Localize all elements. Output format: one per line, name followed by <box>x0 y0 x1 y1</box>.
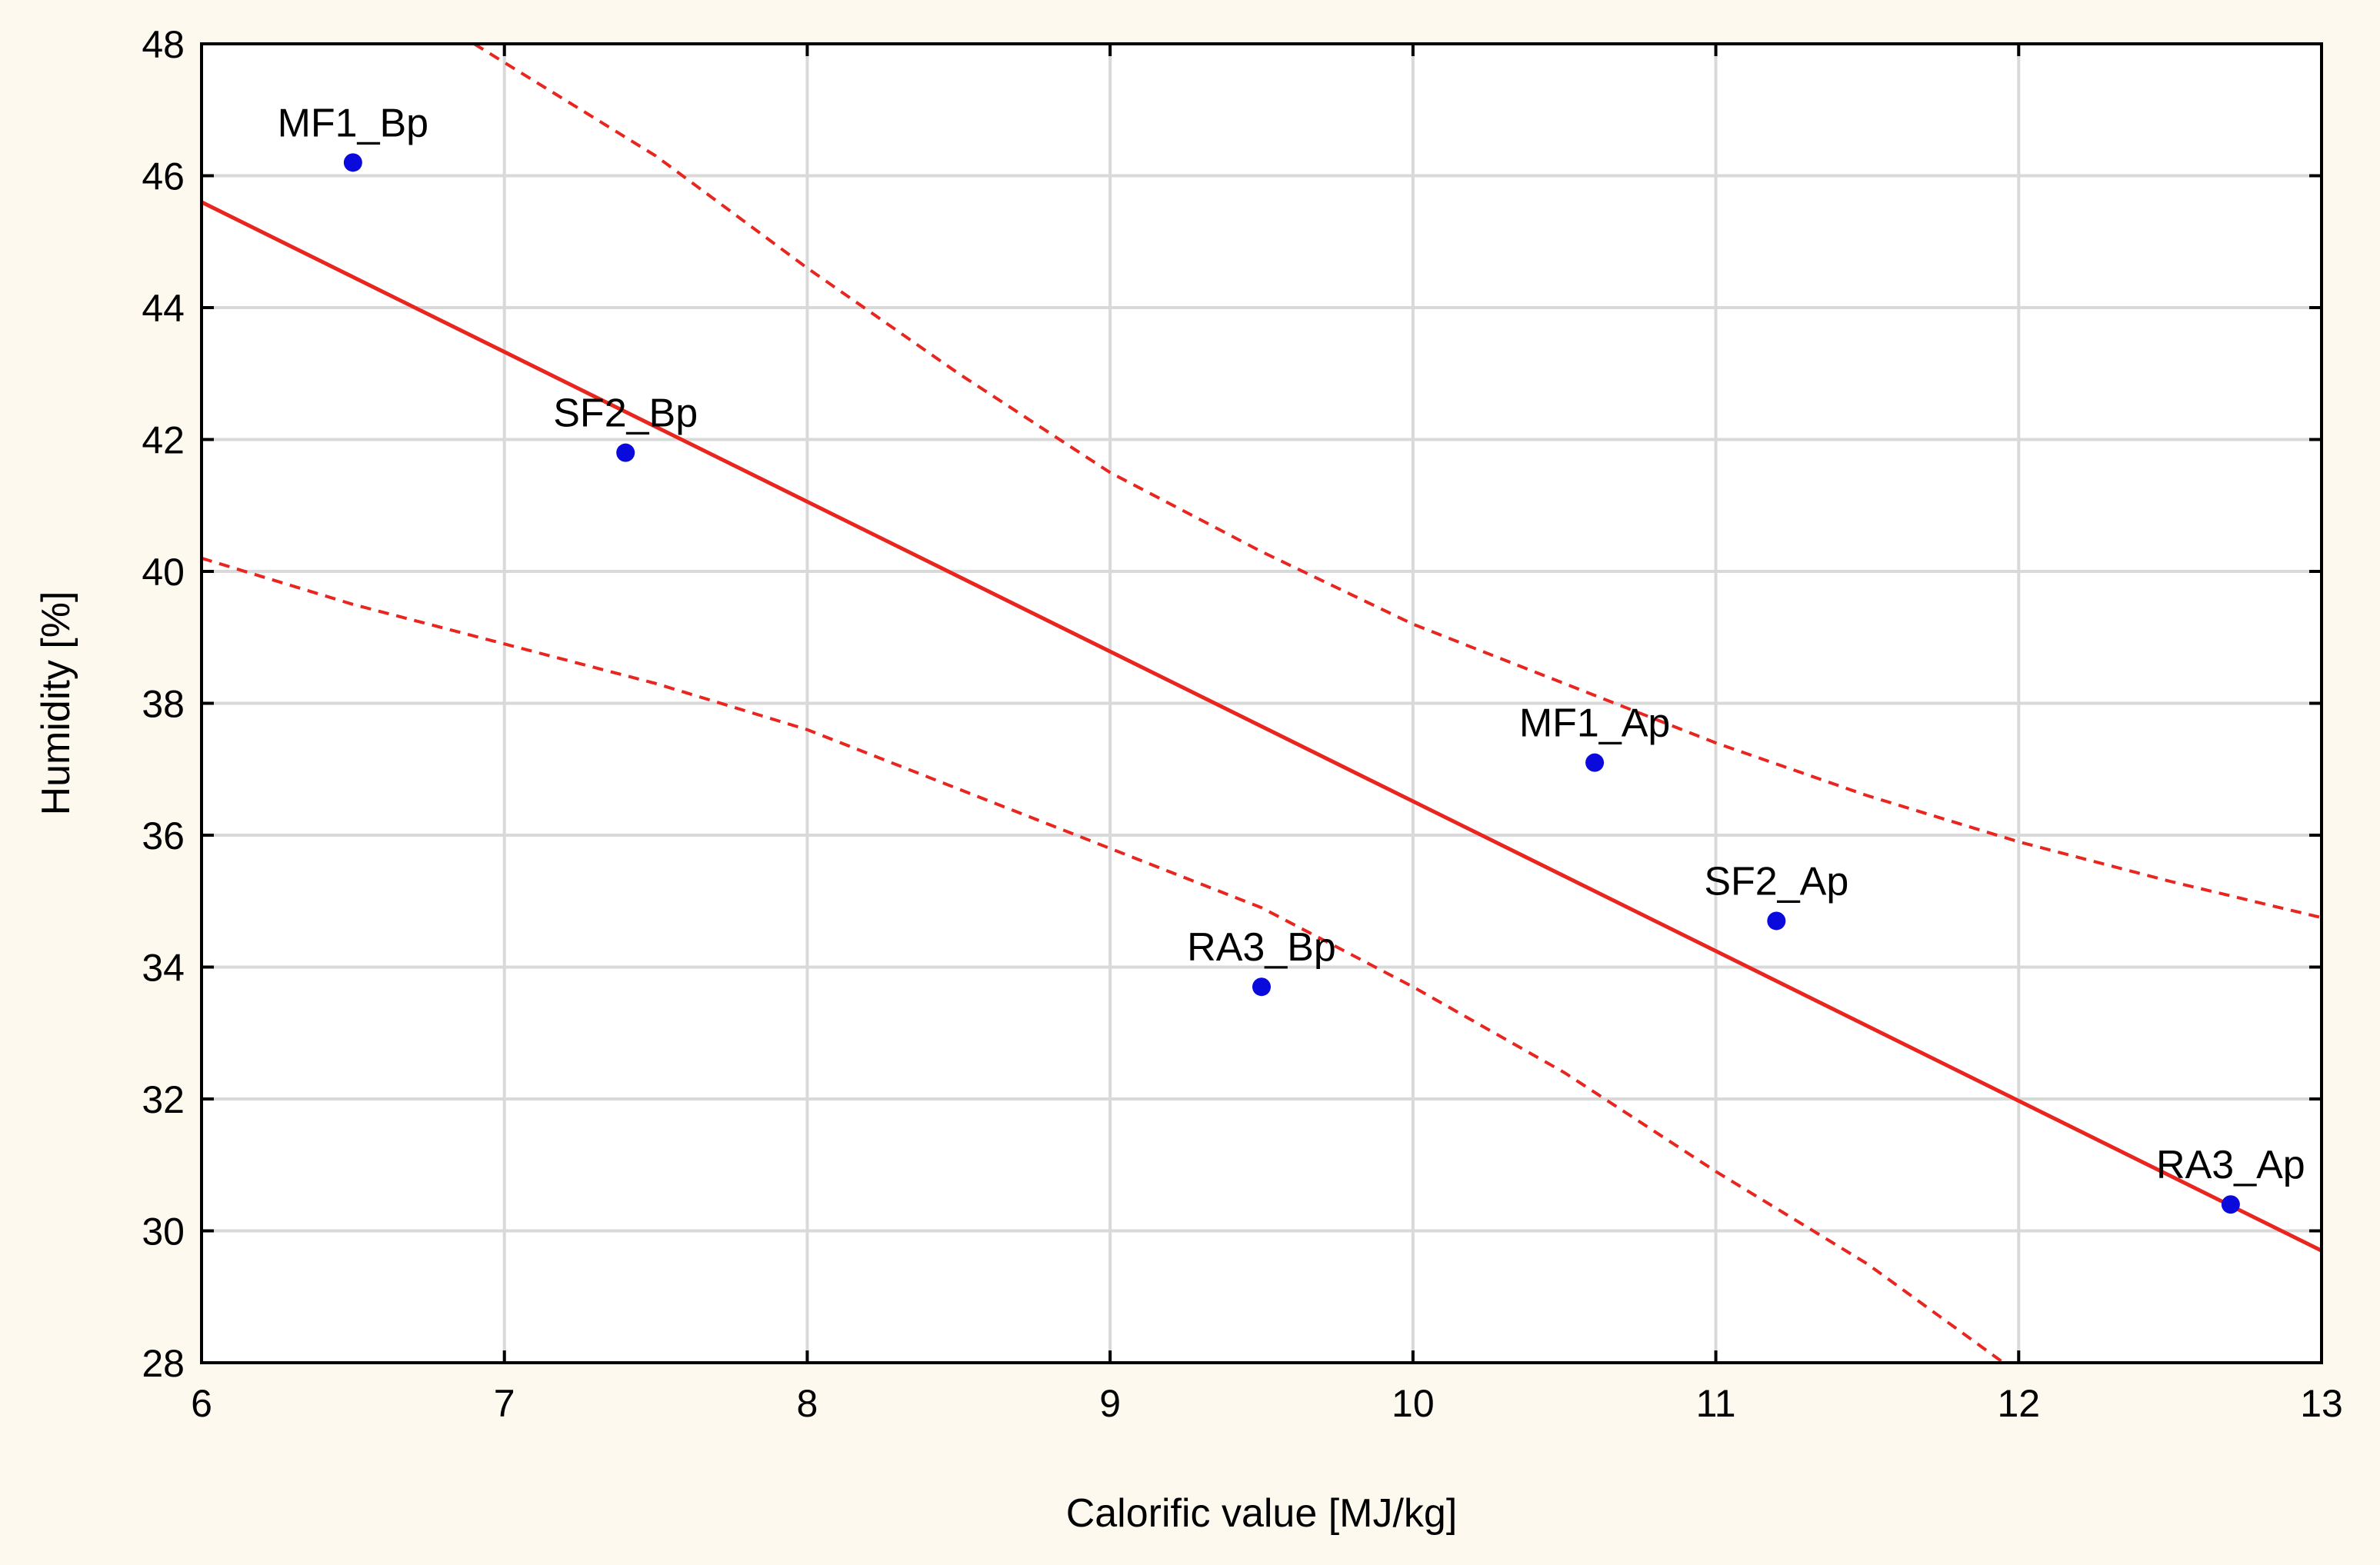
y-tick-label: 42 <box>142 419 185 462</box>
y-tick-label: 32 <box>142 1078 185 1121</box>
grid <box>202 44 2322 1363</box>
x-tick-label: 6 <box>191 1382 212 1425</box>
data-point-label: SF2_Ap <box>1704 859 1848 904</box>
data-point-label: MF1_Bp <box>278 101 429 145</box>
data-point-label: MF1_Ap <box>1519 701 1671 746</box>
y-tick-label: 44 <box>142 287 185 330</box>
x-tick-label: 7 <box>494 1382 515 1425</box>
y-axis-title: Humidity [%] <box>34 591 78 816</box>
y-tick-label: 28 <box>142 1342 185 1385</box>
x-tick-label: 11 <box>1696 1382 1736 1425</box>
x-tick-label: 8 <box>797 1382 818 1425</box>
data-point <box>1767 911 1786 931</box>
y-tick-label: 46 <box>142 155 185 198</box>
x-axis-title: Calorific value [MJ/kg] <box>1066 1491 1458 1536</box>
y-tick-label: 40 <box>142 551 185 594</box>
y-tick-label: 38 <box>142 683 185 726</box>
data-point <box>616 443 635 462</box>
y-tick-label: 30 <box>142 1210 185 1254</box>
confidence-band-lower <box>201 556 2005 1364</box>
axis-ticks: 6 7 8 9 10 11 12 13 28 30 32 34 36 38 40 42 44 46 48 <box>142 23 2342 1425</box>
series <box>200 42 2323 1364</box>
regression-line <box>200 200 2323 1253</box>
x-tick-label: 9 <box>1099 1382 1121 1425</box>
data-points: MF1_Bp SF2_Bp RA3_Bp MF1_Ap SF2_Ap RA3_Ap <box>278 101 2305 1214</box>
y-tick-label: 48 <box>142 23 185 66</box>
x-tick-label: 13 <box>2300 1382 2343 1425</box>
data-point-label: RA3_Ap <box>2156 1143 2305 1187</box>
data-point <box>1252 977 1271 997</box>
y-tick-label: 34 <box>142 947 185 990</box>
x-tick-label: 10 <box>1392 1382 1435 1425</box>
data-point <box>343 153 362 172</box>
data-point-label: SF2_Bp <box>553 391 698 436</box>
y-tick-label: 36 <box>142 814 185 857</box>
data-point <box>2221 1195 2240 1214</box>
x-tick-label: 12 <box>1997 1382 2040 1425</box>
data-point-label: RA3_Bp <box>1187 925 1336 970</box>
data-point <box>1585 753 1605 772</box>
